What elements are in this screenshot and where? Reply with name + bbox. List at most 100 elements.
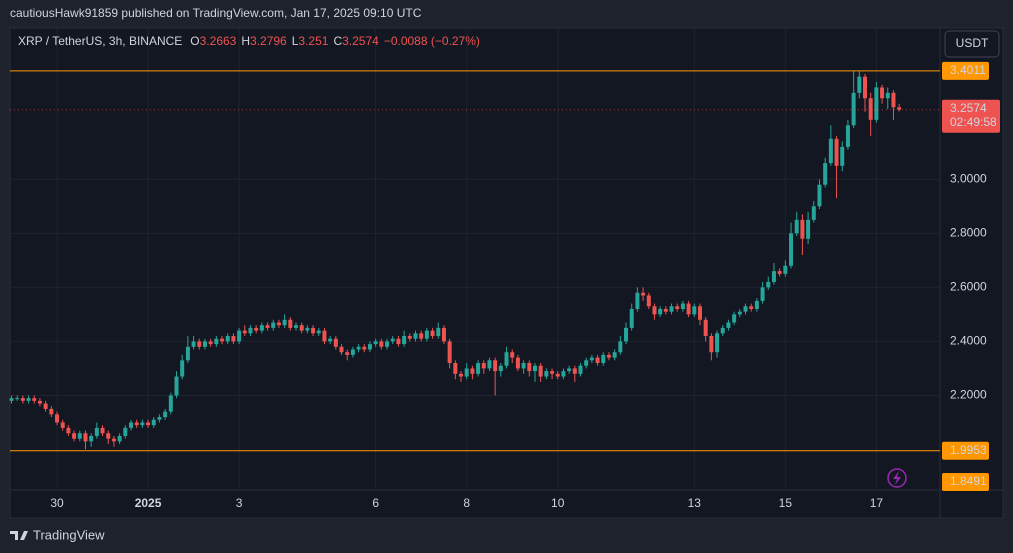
candle-body [254, 327, 259, 331]
candle-body [231, 336, 236, 342]
candle-body [635, 292, 640, 309]
candle-body [470, 368, 475, 374]
candle-body [191, 341, 196, 347]
candle-body [532, 365, 537, 372]
candle-body [652, 306, 657, 315]
candle-body [248, 327, 253, 334]
candle-body [806, 219, 811, 239]
candle-body [208, 341, 213, 345]
x-tick-label: 15 [779, 496, 793, 510]
candle-body [419, 333, 424, 339]
candle-body [885, 92, 890, 99]
candle-body [697, 306, 702, 320]
candle-body [567, 368, 572, 372]
candle-body [720, 327, 725, 334]
candle-body [675, 306, 680, 309]
candle-body [123, 427, 128, 436]
candle-body [880, 87, 885, 99]
candle-body [703, 319, 708, 336]
candle-body [891, 92, 896, 108]
candle-body [311, 327, 316, 334]
x-tick-label: 2025 [135, 496, 162, 510]
candle-body [276, 322, 281, 326]
candle-body [510, 352, 515, 358]
candle-body [83, 433, 88, 442]
candle-body [322, 330, 327, 342]
candle-body [737, 311, 742, 315]
last-price-tag [942, 99, 1000, 133]
legend-item: 3.251 [298, 34, 328, 48]
legend-item: L [292, 34, 299, 48]
candle-body [686, 303, 691, 315]
alert-bolt [893, 471, 901, 485]
candle-body [146, 422, 151, 426]
price-line-tag [942, 441, 989, 460]
candle-body [817, 184, 822, 207]
candle-body [328, 338, 333, 342]
publisher-line: cautiousHawk91859 published on TradingVi… [10, 6, 422, 20]
candle-body [402, 336, 407, 345]
candle-body [157, 417, 162, 420]
candle-body [863, 76, 867, 99]
candle-body [561, 371, 566, 377]
candle-body [441, 327, 446, 342]
candle-body [760, 287, 765, 301]
candle-body [493, 360, 498, 372]
legend-item: 3.2663 [200, 34, 237, 48]
candle-body [624, 327, 629, 342]
candle-body [174, 376, 179, 396]
candle-body [476, 363, 481, 374]
candle-body [140, 422, 145, 426]
candle-body [544, 371, 549, 377]
candle-body [111, 438, 116, 442]
candle-body [692, 306, 697, 315]
candle-body [823, 163, 828, 185]
candle-body [555, 373, 560, 377]
candle-body [589, 357, 594, 361]
candle-body [367, 344, 372, 350]
candle-body [783, 265, 788, 274]
candle-body [350, 349, 355, 355]
candle-body [134, 422, 139, 426]
candle-body [26, 398, 31, 401]
candle-body [89, 435, 94, 442]
candle-body [100, 427, 105, 434]
legend-item: H [241, 34, 250, 48]
candle-body [550, 371, 555, 374]
candle-body [453, 363, 458, 374]
y-tick-label: 2.2000 [950, 388, 987, 402]
candle-body [106, 433, 111, 439]
alert-icon[interactable] [887, 468, 907, 488]
candle-body [612, 352, 617, 358]
candle-body [259, 325, 264, 331]
candle-body [646, 295, 651, 307]
candle-body [316, 330, 321, 334]
legend-item: 3.2796 [250, 34, 287, 48]
candle-body [396, 338, 401, 345]
price-line-tag [942, 61, 989, 80]
candle-body [305, 327, 310, 331]
candle-body [521, 363, 526, 369]
countdown-label: 02:49:58 [950, 115, 997, 129]
brand-name: TradingView [33, 527, 105, 542]
x-tick-label: 6 [372, 496, 379, 510]
currency-label[interactable]: USDT [956, 36, 989, 50]
candle-body [669, 306, 674, 312]
candle-body [117, 435, 122, 442]
candle-body [345, 352, 350, 355]
candle-body [15, 398, 20, 400]
candle-body [424, 330, 429, 339]
candle-body [578, 365, 583, 374]
candle-body [265, 325, 270, 328]
candle-body [37, 400, 42, 404]
currency-button[interactable] [944, 30, 1000, 58]
candle-body [464, 368, 469, 377]
x-tick-label: 8 [463, 496, 470, 510]
candle-body [595, 357, 600, 364]
legend-item: −0.0088 (−0.27%) [384, 34, 480, 48]
candle-body [180, 360, 185, 377]
candle-body [743, 306, 748, 312]
candle-body [572, 368, 577, 374]
candle-body [214, 338, 219, 345]
candle-body [55, 414, 60, 423]
